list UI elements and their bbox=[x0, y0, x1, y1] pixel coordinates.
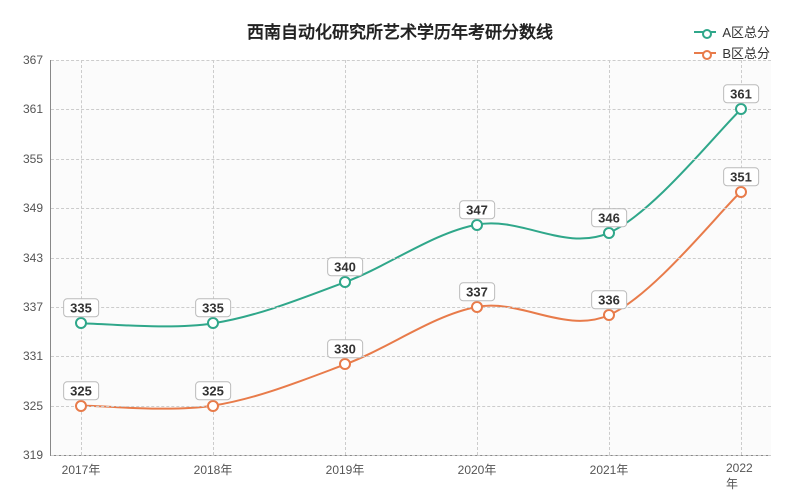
chart-title: 西南自动化研究所艺术学历年考研分数线 bbox=[0, 18, 800, 43]
data-point bbox=[75, 317, 87, 329]
gridline-h bbox=[51, 406, 771, 407]
gridline-h bbox=[51, 208, 771, 209]
plot-area: 3193253313373433493553613672017年2018年201… bbox=[50, 60, 771, 456]
gridline-h bbox=[51, 455, 771, 456]
gridline-v bbox=[741, 60, 742, 455]
legend-item-a: A区总分 bbox=[694, 22, 770, 41]
data-point bbox=[735, 186, 747, 198]
legend: A区总分 B区总分 bbox=[694, 22, 770, 64]
data-label: 351 bbox=[723, 167, 759, 186]
data-label: 361 bbox=[723, 85, 759, 104]
data-label: 340 bbox=[327, 257, 363, 276]
data-label: 330 bbox=[327, 340, 363, 359]
series-line bbox=[81, 192, 741, 409]
data-label: 335 bbox=[195, 299, 231, 318]
chart-container: 西南自动化研究所艺术学历年考研分数线 A区总分 B区总分 31932533133… bbox=[0, 0, 800, 500]
data-label: 336 bbox=[591, 290, 627, 309]
data-point bbox=[471, 219, 483, 231]
legend-swatch-a bbox=[694, 31, 716, 33]
gridline-h bbox=[51, 307, 771, 308]
gridline-h bbox=[51, 60, 771, 61]
y-axis-label: 331 bbox=[23, 349, 43, 363]
y-axis-label: 337 bbox=[23, 300, 43, 314]
data-label: 347 bbox=[459, 200, 495, 219]
y-axis-label: 367 bbox=[23, 53, 43, 67]
gridline-v bbox=[609, 60, 610, 455]
x-axis-label: 2022年 bbox=[726, 461, 756, 492]
data-point bbox=[471, 301, 483, 313]
y-axis-label: 355 bbox=[23, 152, 43, 166]
y-axis-label: 361 bbox=[23, 102, 43, 116]
x-axis-label: 2018年 bbox=[194, 461, 233, 478]
data-point bbox=[735, 103, 747, 115]
data-point bbox=[339, 358, 351, 370]
data-point bbox=[603, 309, 615, 321]
data-point bbox=[603, 227, 615, 239]
data-label: 337 bbox=[459, 282, 495, 301]
data-label: 346 bbox=[591, 208, 627, 227]
gridline-h bbox=[51, 109, 771, 110]
gridline-h bbox=[51, 258, 771, 259]
data-point bbox=[75, 400, 87, 412]
y-axis-label: 325 bbox=[23, 399, 43, 413]
y-axis-label: 349 bbox=[23, 201, 43, 215]
data-point bbox=[339, 276, 351, 288]
data-point bbox=[207, 317, 219, 329]
x-axis-label: 2020年 bbox=[458, 461, 497, 478]
y-axis-label: 343 bbox=[23, 251, 43, 265]
data-label: 325 bbox=[195, 381, 231, 400]
x-axis-label: 2019年 bbox=[326, 461, 365, 478]
data-label: 335 bbox=[63, 299, 99, 318]
gridline-h bbox=[51, 159, 771, 160]
y-axis-label: 319 bbox=[23, 448, 43, 462]
legend-swatch-b bbox=[694, 52, 716, 54]
data-label: 325 bbox=[63, 381, 99, 400]
gridline-h bbox=[51, 356, 771, 357]
x-axis-label: 2021年 bbox=[590, 461, 629, 478]
x-axis-label: 2017年 bbox=[62, 461, 101, 478]
legend-label-a: A区总分 bbox=[722, 22, 770, 41]
data-point bbox=[207, 400, 219, 412]
gridline-v bbox=[477, 60, 478, 455]
